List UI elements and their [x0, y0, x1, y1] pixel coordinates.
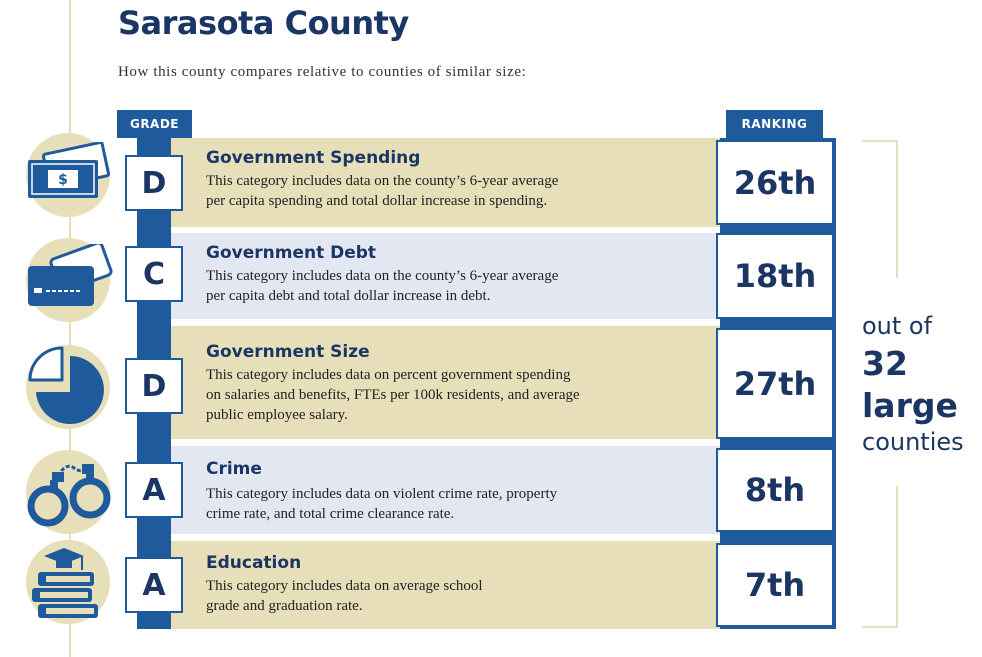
category-description: This category includes data on average s…: [206, 576, 696, 616]
description-line: public employee salary.: [206, 407, 348, 423]
money-icon: $: [28, 142, 111, 198]
rank-badge-education: 7th: [716, 543, 834, 627]
rank-badge-crime: 8th: [716, 448, 834, 532]
grade-column-header: GRADE: [117, 110, 192, 138]
ranking-column-header: RANKING: [726, 110, 823, 138]
category-title: Government Size: [206, 342, 370, 362]
category-description: This category includes data on violent c…: [206, 484, 696, 524]
summary-number: 32: [862, 344, 908, 383]
description-line: on salaries and benefits, FTEs per 100k …: [206, 387, 580, 403]
category-description: This category includes data on the count…: [206, 171, 696, 211]
description-line: This category includes data on violent c…: [206, 486, 558, 502]
bracket-top: [862, 140, 898, 278]
page-title: Sarasota County: [118, 4, 409, 42]
rank-badge-spending: 26th: [716, 140, 834, 225]
category-description: This category includes data on the count…: [206, 266, 696, 306]
grade-badge-size: D: [125, 358, 183, 414]
category-description: This category includes data on percent g…: [206, 365, 696, 425]
category-title: Government Debt: [206, 243, 377, 263]
description-line: This category includes data on the count…: [206, 173, 559, 189]
description-line: per capita spending and total dollar inc…: [206, 193, 548, 209]
summary-out-of: out of: [862, 312, 933, 340]
grade-badge-crime: A: [125, 462, 183, 518]
page-subtitle: How this county compares relative to cou…: [118, 64, 527, 80]
description-line: crime rate, and total crime clearance ra…: [206, 506, 455, 522]
left-decorative-rule: [69, 0, 71, 657]
category-row-spending: Government Spending This category includ…: [171, 138, 720, 227]
description-line: This category includes data on percent g…: [206, 367, 571, 383]
grade-badge-debt: C: [125, 246, 183, 302]
category-row-education: Education This category includes data on…: [171, 541, 720, 629]
summary-noun: counties: [862, 428, 964, 456]
svg-text:$: $: [58, 172, 68, 188]
summary-size-word: large: [862, 386, 958, 425]
books-graduation-cap-icon: [32, 548, 98, 618]
category-title: Crime: [206, 459, 262, 479]
rank-badge-size: 27th: [716, 328, 834, 439]
description-line: This category includes data on average s…: [206, 578, 483, 594]
credit-card-icon: [28, 244, 113, 306]
grade-badge-education: A: [125, 557, 183, 613]
category-title: Government Spending: [206, 148, 421, 168]
bracket-bottom: [862, 486, 898, 628]
category-title: Education: [206, 553, 302, 573]
pie-chart-icon: [28, 346, 104, 424]
category-row-debt: Government Debt This category includes d…: [171, 233, 720, 319]
rank-badge-debt: 18th: [716, 233, 834, 319]
description-line: This category includes data on the count…: [206, 268, 559, 284]
description-line: per capita debt and total dollar increas…: [206, 288, 491, 304]
grade-badge-spending: D: [125, 155, 183, 211]
category-row-crime: Crime This category includes data on vio…: [171, 446, 720, 534]
category-row-size: Government Size This category includes d…: [171, 326, 720, 439]
handcuffs-icon: [27, 464, 111, 527]
description-line: grade and graduation rate.: [206, 598, 363, 614]
